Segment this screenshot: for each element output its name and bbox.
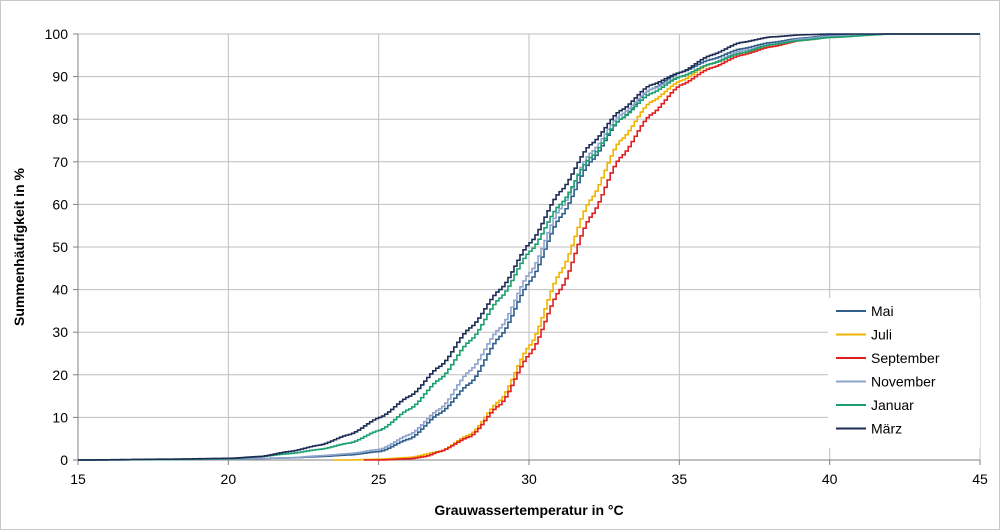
x-tick-label: 35 xyxy=(672,471,688,487)
y-tick-label: 50 xyxy=(52,239,68,255)
y-tick-label: 20 xyxy=(52,367,68,383)
x-axis-ticks: 15 20 25 30 35 40 45 xyxy=(70,471,988,487)
y-tick-label: 70 xyxy=(52,154,68,170)
y-tick-label: 80 xyxy=(52,111,68,127)
x-tick-label: 20 xyxy=(221,471,237,487)
y-axis-ticks: 0 10 20 30 40 50 60 70 80 90 100 xyxy=(45,26,69,468)
y-tick-label: 10 xyxy=(52,409,68,425)
x-tick-label: 40 xyxy=(822,471,838,487)
legend-label: November xyxy=(871,374,936,390)
y-axis-title: Summenhäufigkeit in % xyxy=(11,167,27,325)
y-tick-label: 0 xyxy=(60,452,68,468)
series-lines xyxy=(78,33,980,461)
x-tick-label: 45 xyxy=(972,471,988,487)
y-tick-label: 100 xyxy=(45,26,69,42)
legend-box xyxy=(828,298,980,448)
x-tick-label: 25 xyxy=(371,471,387,487)
y-tick-label: 40 xyxy=(52,282,68,298)
x-tick-label: 30 xyxy=(521,471,537,487)
y-tick-label: 60 xyxy=(52,196,68,212)
plot-area xyxy=(73,33,981,465)
legend-label: März xyxy=(871,421,902,437)
x-axis-title: Grauwassertemperatur in °C xyxy=(434,502,623,518)
series-line-6 xyxy=(78,33,980,461)
legend-label: Juli xyxy=(871,327,892,343)
legend-label: September xyxy=(871,350,940,366)
y-tick-label: 30 xyxy=(52,324,68,340)
legend-label: Mai xyxy=(871,303,894,319)
legend-label: Januar xyxy=(871,397,914,413)
x-tick-label: 15 xyxy=(70,471,86,487)
y-tick-label: 90 xyxy=(52,69,68,85)
legend: Mai Juli September November Januar März xyxy=(828,298,980,448)
